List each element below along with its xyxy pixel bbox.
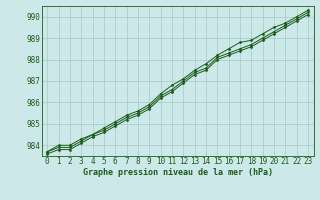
X-axis label: Graphe pression niveau de la mer (hPa): Graphe pression niveau de la mer (hPa) bbox=[83, 168, 273, 177]
